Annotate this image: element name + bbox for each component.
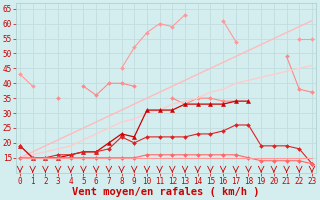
X-axis label: Vent moyen/en rafales ( km/h ): Vent moyen/en rafales ( km/h ) — [72, 187, 260, 197]
